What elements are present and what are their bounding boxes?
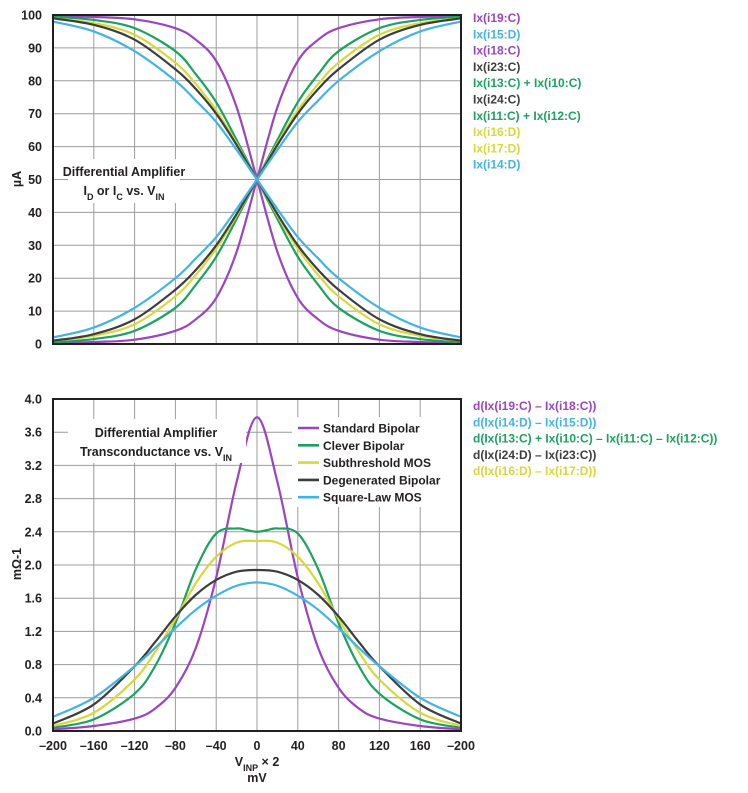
bottom-curves bbox=[51, 416, 463, 731]
bottom-y-tick-label: 3.2 bbox=[25, 459, 42, 473]
bottom-y-tick-label: 2.8 bbox=[25, 492, 42, 506]
bottom-x-axis-title: VINP × 2 bbox=[235, 755, 280, 773]
bottom-legend: Standard Bipolar Clever Bipolar Subthresho… bbox=[298, 422, 441, 505]
top-y-tick-label: 50 bbox=[28, 173, 42, 187]
bottom-y-tick-label: 4.0 bbox=[25, 393, 42, 407]
top-y-tick-label: 20 bbox=[28, 272, 42, 286]
top-side-label: Ix(i24:C) bbox=[473, 93, 520, 107]
top-y-tick-label: 40 bbox=[28, 206, 42, 220]
top-chart-title-line2: ID or IC vs. VIN bbox=[83, 184, 164, 202]
bottom-side-labels: d(Ix(i19:C) – Ix(i18:C)) d(Ix(i14:D) – Ix… bbox=[473, 399, 717, 478]
bottom-title-box bbox=[68, 419, 246, 463]
top-chart: 0 10 20 30 40 50 60 70 80 90 100 µA Differential A… bbox=[10, 9, 581, 352]
top-y-tick-label: 70 bbox=[28, 107, 42, 121]
top-side-label: Ix(i18:C) bbox=[473, 44, 520, 58]
top-side-label: Ix(i13:C) + Ix(i10:C) bbox=[473, 76, 581, 90]
bottom-chart: 0.0 0.4 0.8 1.2 1.6 2.0 2.4 2.8 3.2 3.6 4.0 –200 –1… bbox=[10, 393, 717, 786]
bottom-x-tick-label: 0 bbox=[254, 739, 261, 753]
top-y-tick-label: 10 bbox=[28, 305, 42, 319]
bottom-side-label: d(Ix(i24:D) – Ix(i23:C)) bbox=[473, 448, 596, 462]
bottom-y-tick-label: 1.2 bbox=[25, 625, 42, 639]
bottom-chart-title-line1: Differential Amplifier bbox=[95, 426, 218, 440]
bottom-series-square-law-mos bbox=[51, 581, 463, 718]
top-y-axis-title: µA bbox=[10, 171, 24, 187]
bottom-y-tick-label: 2.0 bbox=[25, 559, 42, 573]
bottom-y-axis-title: mΩ-1 bbox=[10, 548, 24, 580]
bottom-x-ticks: –200 –160 –120 –80 –40 0 40 80 120 160 –200 bbox=[39, 739, 475, 753]
top-y-tick-label: 60 bbox=[28, 140, 42, 154]
bottom-x-tick-label: 80 bbox=[332, 739, 346, 753]
bottom-side-label: d(Ix(i13:C) + Ix(i10:C) – Ix(i11:C) – Ix… bbox=[473, 432, 717, 446]
top-y-tick-label: 0 bbox=[35, 338, 42, 352]
bottom-series-standard-bipolar bbox=[51, 416, 463, 731]
top-side-label: Ix(i14:D) bbox=[473, 158, 520, 172]
bottom-x-tick-label: –40 bbox=[206, 739, 227, 753]
top-side-label: Ix(i17:D) bbox=[473, 141, 520, 155]
bottom-side-label: d(Ix(i16:D) – Ix(i17:D)) bbox=[473, 464, 596, 478]
top-y-tick-label: 30 bbox=[28, 239, 42, 253]
bottom-y-tick-label: 3.6 bbox=[25, 426, 42, 440]
bottom-y-tick-label: 0.4 bbox=[25, 691, 42, 705]
legend-label-subthreshold-mos: Subthreshold MOS bbox=[323, 456, 431, 470]
bottom-series-clever-bipolar bbox=[51, 527, 463, 729]
top-side-label: Ix(i15:D) bbox=[473, 27, 520, 41]
bottom-x-tick-label: –80 bbox=[165, 739, 186, 753]
bottom-y-tick-label: 2.4 bbox=[25, 525, 42, 539]
top-series-square-law-mos-rising bbox=[51, 20, 463, 339]
bottom-x-tick-label: 120 bbox=[369, 739, 390, 753]
bottom-y-ticks: 0.0 0.4 0.8 1.2 1.6 2.0 2.4 2.8 3.2 3.6 4.0 bbox=[25, 393, 42, 739]
legend-label-degenerated-bipolar: Degenerated Bipolar bbox=[323, 473, 441, 487]
top-side-label: Ix(i19:C) bbox=[473, 11, 520, 25]
legend-label-standard-bipolar: Standard Bipolar bbox=[323, 422, 420, 436]
bottom-chart-title-line2: Transconductance vs. VIN bbox=[80, 445, 232, 463]
top-chart-title-line1: Differential Amplifier bbox=[63, 165, 186, 179]
bottom-y-tick-label: 0.8 bbox=[25, 658, 42, 672]
bottom-side-label: d(Ix(i14:D) – Ix(i15:D)) bbox=[473, 415, 596, 429]
top-curves bbox=[51, 14, 463, 345]
bottom-y-tick-label: 1.6 bbox=[25, 592, 42, 606]
top-y-tick-label: 100 bbox=[21, 9, 42, 23]
bottom-side-label: d(Ix(i19:C) – Ix(i18:C)) bbox=[473, 399, 596, 413]
top-y-tick-label: 80 bbox=[28, 74, 42, 88]
bottom-y-tick-label: 0.0 bbox=[25, 725, 42, 739]
bottom-x-tick-label: –120 bbox=[121, 739, 149, 753]
top-side-label: Ix(i23:C) bbox=[473, 60, 520, 74]
bottom-x-tick-label: –160 bbox=[80, 739, 108, 753]
bottom-series-subthreshold-mos bbox=[51, 539, 463, 728]
bottom-x-tick-label: 40 bbox=[291, 739, 305, 753]
bottom-x-tick-label: 160 bbox=[410, 739, 431, 753]
bottom-plot-frame bbox=[52, 398, 462, 732]
legend-label-square-law-mos: Square-Law MOS bbox=[323, 491, 422, 505]
top-side-labels: Ix(i19:C) Ix(i15:D) Ix(i18:C) Ix(i23:C) Ix(i… bbox=[473, 11, 581, 172]
top-y-ticks: 0 10 20 30 40 50 60 70 80 90 100 bbox=[21, 9, 42, 352]
bottom-grid bbox=[53, 399, 461, 731]
legend-label-clever-bipolar: Clever Bipolar bbox=[323, 439, 405, 453]
top-side-label: Ix(i11:C) + Ix(i12:C) bbox=[473, 109, 581, 123]
bottom-x-tick-label: –200 bbox=[447, 739, 475, 753]
top-y-tick-label: 90 bbox=[28, 41, 42, 55]
bottom-x-tick-label: –200 bbox=[39, 739, 67, 753]
bottom-legend-box bbox=[292, 417, 460, 507]
bottom-x-axis-unit: mV bbox=[247, 771, 267, 785]
top-title-box bbox=[68, 159, 180, 203]
top-plot-frame bbox=[52, 14, 462, 345]
top-side-label: Ix(i16:D) bbox=[473, 125, 520, 139]
bottom-series-degenerated-bipolar bbox=[51, 568, 463, 725]
